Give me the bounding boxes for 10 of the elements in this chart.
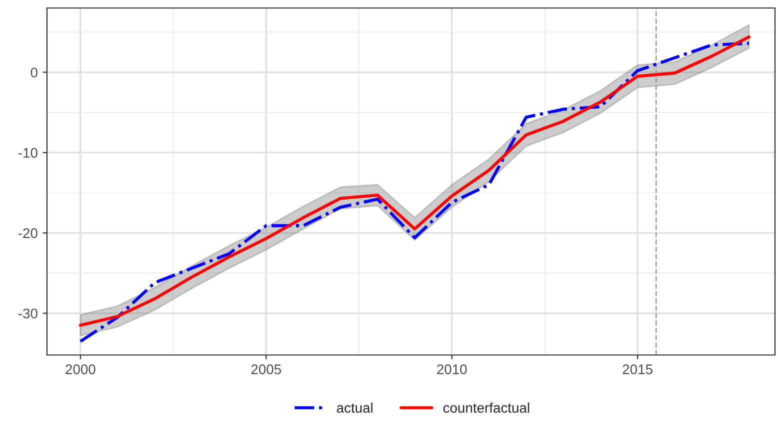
x-tick-label: 2000 xyxy=(66,364,96,374)
x-tick-label: 2015 xyxy=(622,364,652,374)
y-tick-label: -20 xyxy=(18,228,38,238)
y-tick-label: -30 xyxy=(18,308,38,318)
y-tick-label: 0 xyxy=(30,68,38,78)
legend-label: counterfactual xyxy=(443,402,530,413)
y-tick-label: -10 xyxy=(18,148,38,158)
x-tick-label: 2005 xyxy=(251,364,282,374)
x-tick-label: 2010 xyxy=(437,364,467,374)
legend-label: actual xyxy=(336,402,372,413)
